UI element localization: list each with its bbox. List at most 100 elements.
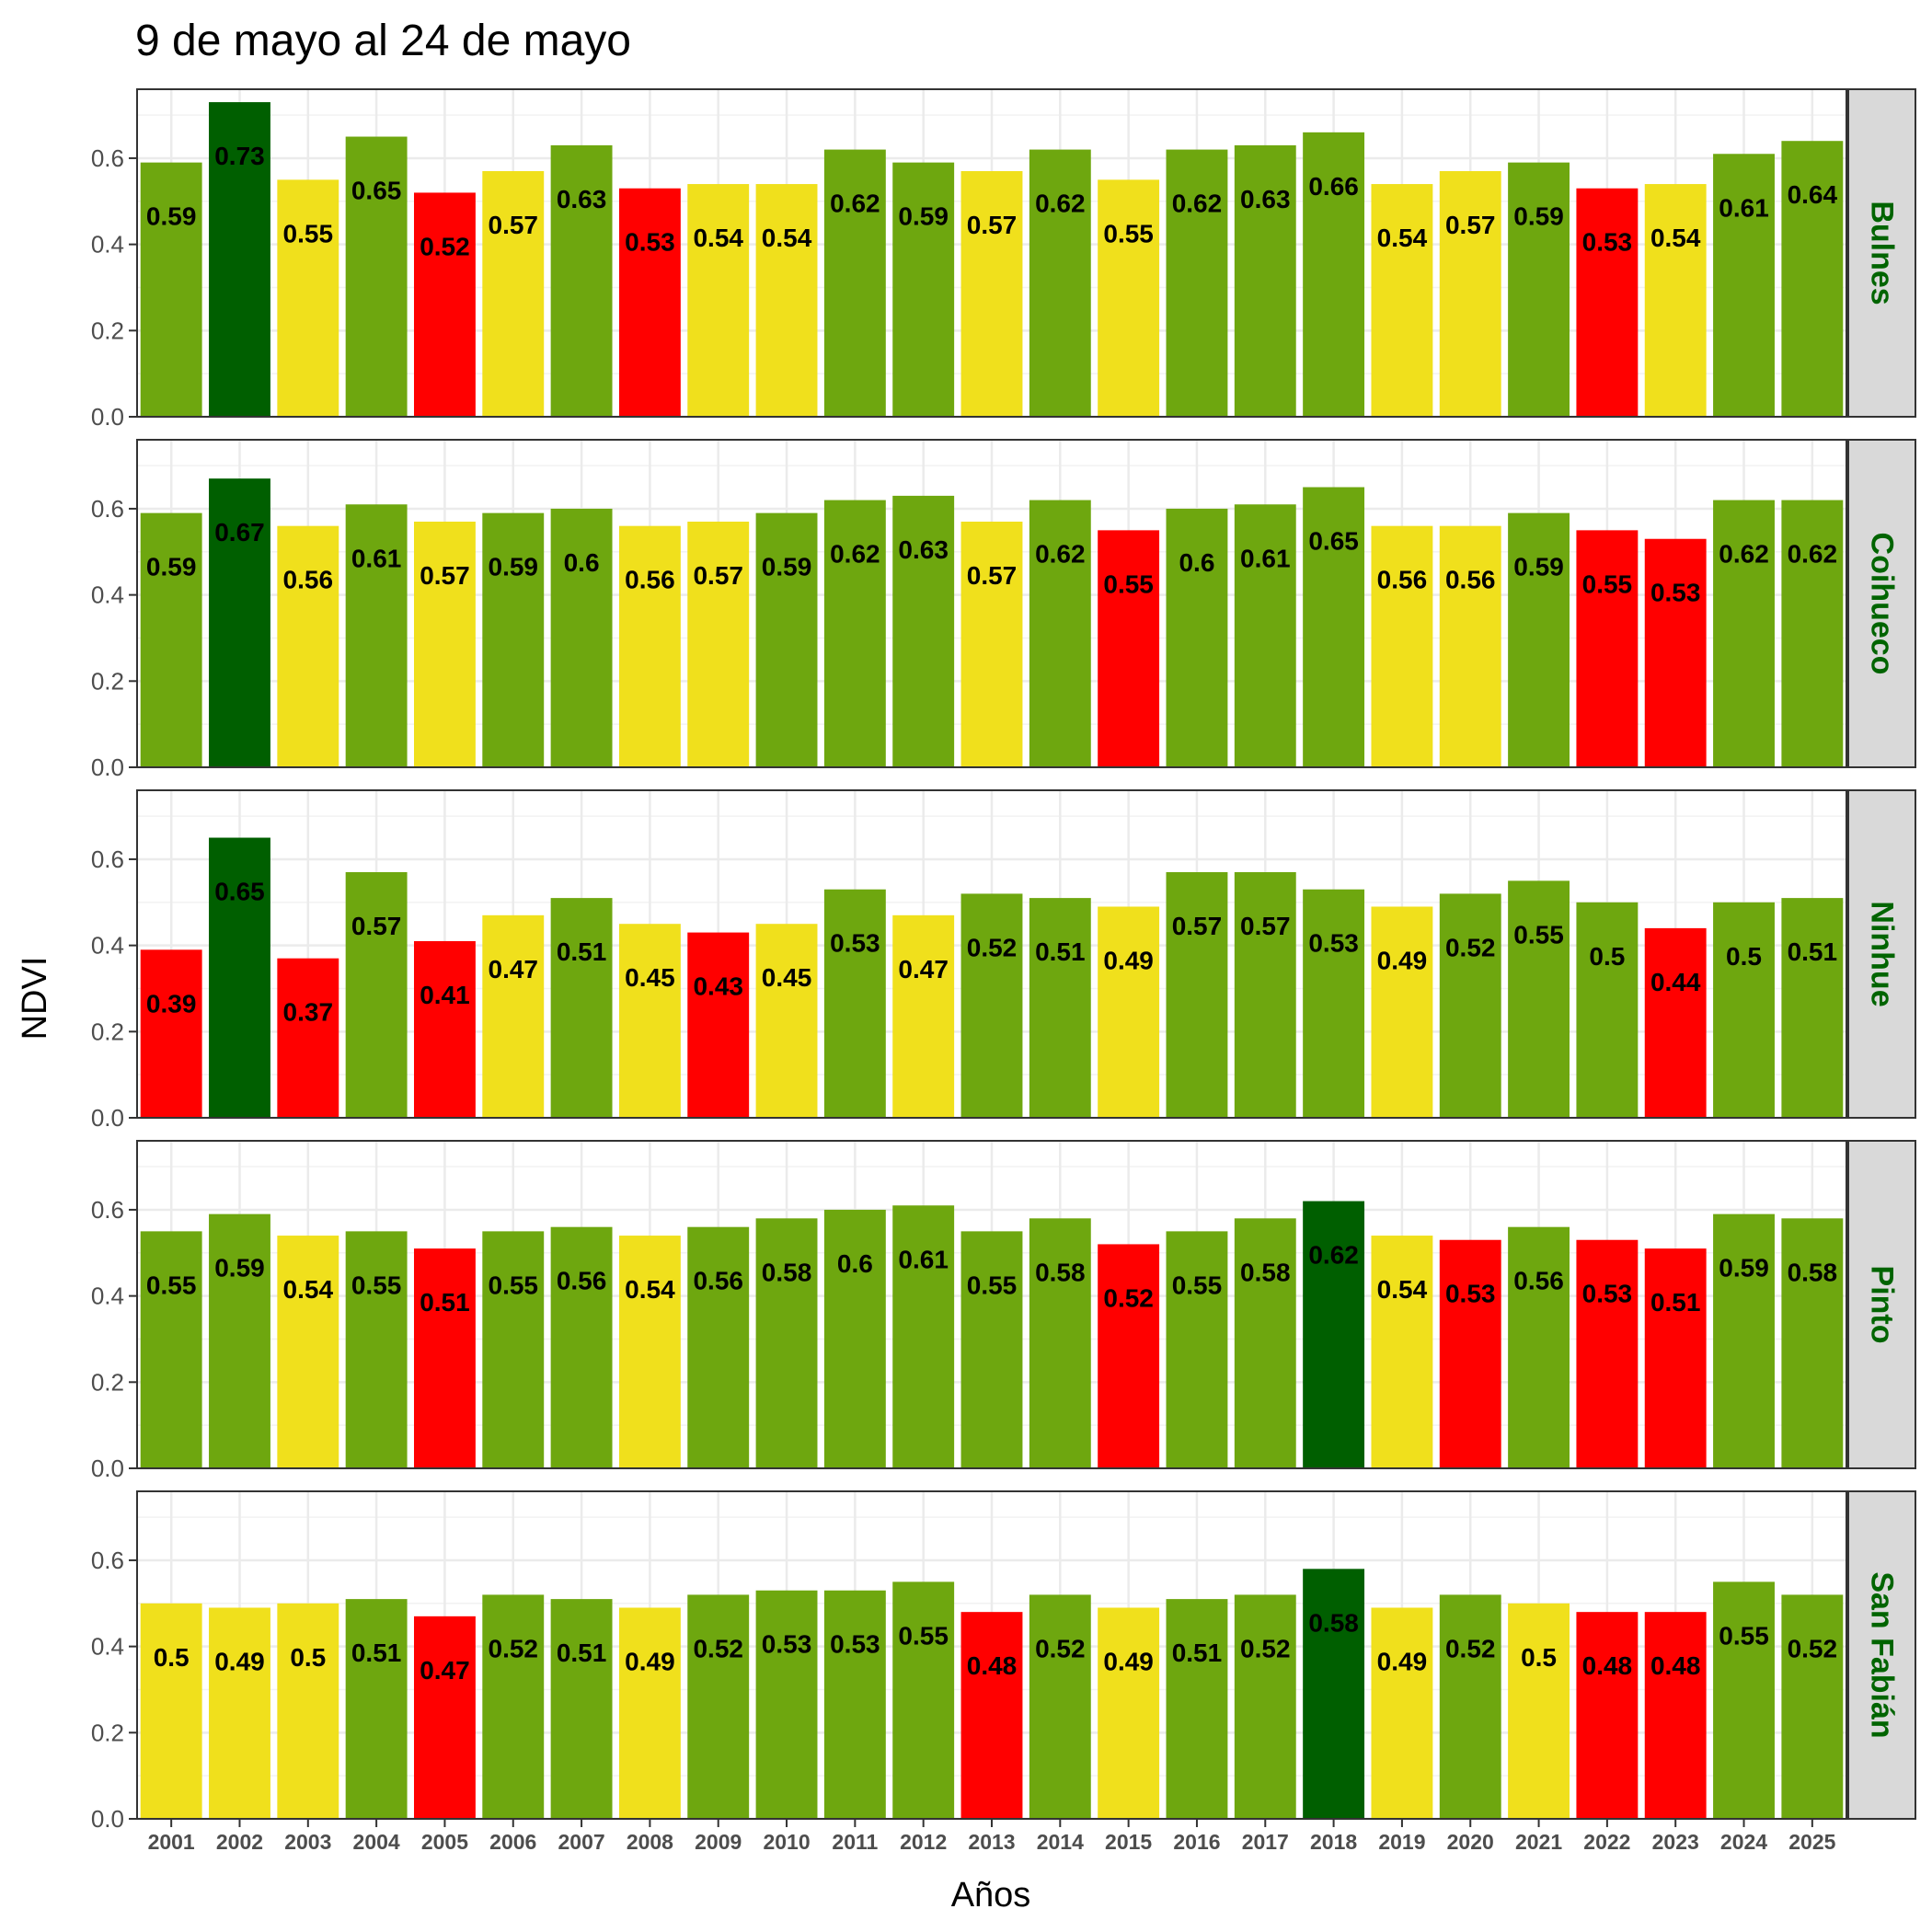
bar xyxy=(618,525,681,767)
bar xyxy=(1166,508,1228,767)
bar xyxy=(1439,171,1501,417)
bar-value-label: 0.47 xyxy=(489,955,539,983)
bar xyxy=(277,958,339,1118)
bar xyxy=(892,1205,955,1468)
bar xyxy=(140,162,202,417)
bar-value-label: 0.57 xyxy=(1172,912,1223,940)
bar xyxy=(1234,872,1296,1118)
y-axis-title: NDVI xyxy=(16,957,54,1041)
bar-value-label: 0.62 xyxy=(1172,190,1223,218)
bar xyxy=(1781,1218,1844,1468)
bar xyxy=(960,1231,1023,1468)
x-tick-label: 2001 xyxy=(148,1830,195,1854)
x-tick-label: 2010 xyxy=(763,1830,810,1854)
bar-value-label: 0.58 xyxy=(1240,1258,1291,1286)
bar xyxy=(1166,872,1228,1118)
bar xyxy=(823,1209,886,1468)
bar xyxy=(277,179,339,418)
bar-value-label: 0.56 xyxy=(283,566,334,594)
bar xyxy=(755,924,818,1118)
bar xyxy=(1303,1569,1365,1819)
bar-value-label: 0.5 xyxy=(1521,1643,1557,1672)
panel-border xyxy=(136,439,1847,768)
bar xyxy=(687,1226,750,1468)
bar-value-label: 0.51 xyxy=(557,1639,607,1667)
bar-value-label: 0.56 xyxy=(693,1267,743,1295)
bar xyxy=(1644,927,1707,1118)
bar xyxy=(413,192,476,417)
bar-value-label: 0.52 xyxy=(1035,1634,1086,1662)
facet-strip xyxy=(1847,439,1916,768)
bar xyxy=(550,898,613,1118)
bar xyxy=(277,1236,339,1468)
bar-value-label: 0.53 xyxy=(1582,228,1633,257)
bar xyxy=(1644,1248,1707,1468)
bar-value-label: 0.52 xyxy=(1445,933,1496,961)
bar xyxy=(1508,1603,1570,1819)
bar xyxy=(1303,487,1365,767)
bar-value-label: 0.55 xyxy=(489,1271,539,1299)
bar xyxy=(618,924,681,1118)
bar-value-label: 0.54 xyxy=(283,1275,334,1304)
bar-value-label: 0.52 xyxy=(967,933,1018,961)
bar-value-label: 0.49 xyxy=(214,1647,265,1675)
x-tick-label: 2017 xyxy=(1242,1830,1289,1854)
bar xyxy=(1576,1239,1639,1468)
x-tick-label: 2018 xyxy=(1310,1830,1357,1854)
x-tick-label: 2015 xyxy=(1105,1830,1152,1854)
bar xyxy=(1781,898,1844,1118)
panel-1: 0.59 0.67 0.56 0.61 0.57 0.59 0.6 0.56 0.57 0.59 0… xyxy=(91,439,1916,781)
bar xyxy=(277,525,339,767)
bar-value-label: 0.56 xyxy=(625,566,675,594)
bar xyxy=(550,144,613,418)
y-tick-label: 0.6 xyxy=(91,144,124,172)
bar-value-label: 0.5 xyxy=(154,1643,190,1672)
bar-value-label: 0.58 xyxy=(762,1258,812,1286)
bar-value-label: 0.62 xyxy=(1788,540,1838,569)
bar-value-label: 0.61 xyxy=(351,544,402,572)
x-tick-label: 2005 xyxy=(421,1830,468,1854)
bar-value-label: 0.52 xyxy=(420,232,470,260)
bar xyxy=(1713,154,1775,417)
bar-value-label: 0.63 xyxy=(898,535,949,564)
bar-value-label: 0.55 xyxy=(1582,569,1633,598)
y-tick-label: 0.4 xyxy=(91,1282,124,1310)
bar xyxy=(1439,1594,1501,1819)
bar xyxy=(1303,889,1365,1118)
bar xyxy=(140,512,202,767)
bar xyxy=(687,184,750,417)
bar-value-label: 0.53 xyxy=(762,1630,812,1659)
facet-strip xyxy=(1847,88,1916,418)
bar-value-label: 0.57 xyxy=(967,211,1018,239)
bar-value-label: 0.41 xyxy=(420,981,470,1009)
bar-value-label: 0.61 xyxy=(898,1245,949,1273)
panel-border xyxy=(136,789,1847,1119)
bar xyxy=(960,1612,1023,1819)
bar-value-label: 0.49 xyxy=(625,1647,675,1675)
bar-value-label: 0.49 xyxy=(1103,1647,1154,1675)
y-tick-label: 0.0 xyxy=(91,753,124,781)
bar-value-label: 0.5 xyxy=(1589,942,1625,971)
bar xyxy=(755,512,818,767)
bar xyxy=(1371,906,1433,1118)
bar-value-label: 0.53 xyxy=(830,1630,880,1659)
bar xyxy=(823,1590,886,1819)
bar-value-label: 0.59 xyxy=(1513,553,1564,581)
facet-strip-label: San Fabián xyxy=(1865,1571,1900,1738)
bar-value-label: 0.54 xyxy=(1650,224,1701,252)
x-tick-label: 2020 xyxy=(1447,1830,1494,1854)
bar xyxy=(892,914,955,1118)
bar-value-label: 0.59 xyxy=(762,553,812,581)
y-tick-label: 0.6 xyxy=(91,845,124,873)
bar xyxy=(413,1248,476,1468)
chart-title: 9 de mayo al 24 de mayo xyxy=(135,17,631,65)
facet-strip-label: Coihueco xyxy=(1865,533,1900,675)
y-tick-label: 0.6 xyxy=(91,495,124,523)
y-tick-label: 0.2 xyxy=(91,667,124,695)
bar-value-label: 0.52 xyxy=(1788,1634,1838,1662)
bar xyxy=(209,102,270,417)
bar xyxy=(277,1603,339,1819)
bar xyxy=(482,1231,545,1468)
facet-strip-label: Bulnes xyxy=(1865,201,1900,305)
x-tick-label: 2022 xyxy=(1583,1830,1630,1854)
